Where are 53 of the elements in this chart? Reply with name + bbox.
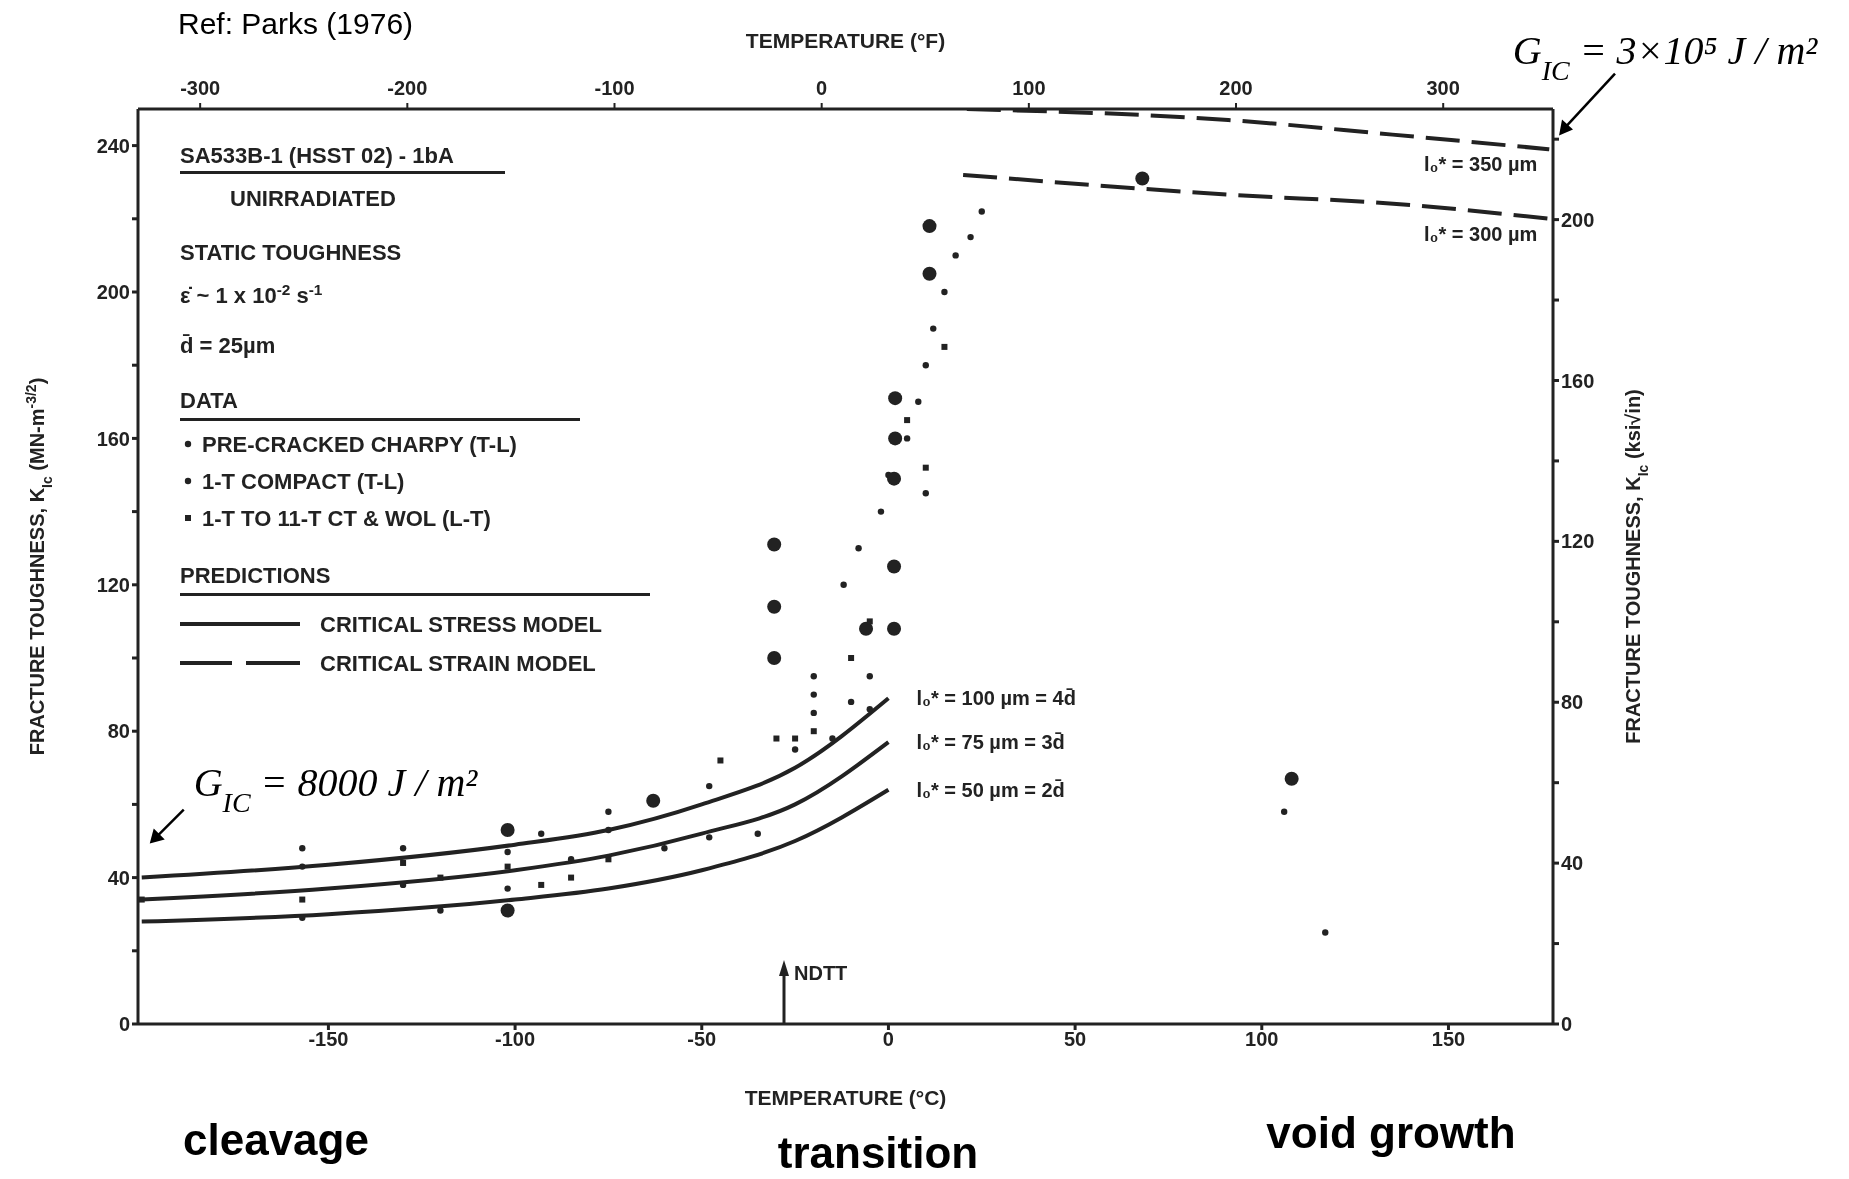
x-tick-label: -50 (687, 1028, 717, 1051)
legend-label: 1-T COMPACT (T-L) (202, 469, 405, 494)
y2-tick-label: 200 (1561, 208, 1595, 231)
x2-tick-label: 100 (1012, 77, 1046, 99)
x2-tick-label: -200 (387, 77, 428, 99)
x-axis-title: TEMPERATURE (°C) (744, 1086, 947, 1109)
series-label: l₀* = 75 µm = 3d̄ (916, 731, 1065, 754)
x2-tick-label: 0 (816, 77, 828, 99)
text: Ref: Parks (1976) (178, 7, 414, 40)
text: transition (777, 1128, 979, 1177)
y-tick-label: 40 (107, 866, 130, 889)
annotation: G$_{IC}$ = 3×10⁵ J / m² (1512, 27, 1819, 86)
x-tick-label: 0 (882, 1028, 894, 1051)
x2-tick-label: 200 (1219, 77, 1253, 99)
x-tick-label: -100 (495, 1028, 536, 1051)
series-label: l₀* = 100 µm = 4d̄ (916, 687, 1076, 710)
text: SA533B-1 (HSST 02) - 1bA (180, 143, 454, 168)
legend-label: 1-T TO 11-T CT & WOL (L-T) (202, 506, 491, 531)
y2-tick-label: 80 (1561, 691, 1584, 714)
legend-label: PRE-CRACKED CHARPY (T-L) (202, 432, 517, 457)
annotation: PREDICTIONS (180, 563, 331, 588)
y-tick-label: 0 (118, 1013, 130, 1036)
annotation: CRITICAL STRESS MODEL (320, 612, 602, 637)
x-tick-label: 50 (1063, 1028, 1087, 1051)
text: cleavage (183, 1115, 369, 1164)
legend-title: DATA (180, 388, 238, 413)
y2-tick-label: 0 (1561, 1013, 1573, 1036)
series-label: l₀* = 300 µm (1423, 222, 1538, 245)
x2-tick-label: -100 (594, 77, 635, 99)
text: void growth (1266, 1108, 1516, 1157)
x-tick-label: -150 (308, 1028, 349, 1051)
annotation: ε̇ ~ 1 x 10$^{-2}$ s$^{-1}$ (180, 280, 323, 308)
series-label: l₀* = 50 µm = 2d̄ (916, 778, 1065, 801)
annotation: NDTT (794, 962, 848, 984)
y-tick-label: 80 (107, 720, 130, 743)
series-label: l₀* = 350 µm (1423, 153, 1538, 176)
y2-tick-label: 120 (1561, 530, 1595, 553)
y-tick-label: 200 (96, 281, 130, 304)
y-tick-label: 120 (96, 573, 130, 596)
x2-axis-title: TEMPERATURE (°F) (745, 29, 946, 52)
annotation: G$_{IC}$ = 8000 J / m² (193, 759, 479, 818)
text: UNIRRADIATED (230, 186, 396, 211)
y-tick-label: 160 (96, 427, 130, 450)
y-tick-label: 240 (96, 134, 130, 157)
x2-tick-label: -300 (180, 77, 221, 99)
y2-tick-label: 160 (1561, 369, 1595, 392)
annotation: d̄ = 25µm (180, 333, 276, 358)
x-tick-label: 150 (1431, 1028, 1466, 1051)
x-tick-label: 100 (1245, 1028, 1279, 1051)
y2-tick-label: 40 (1561, 852, 1584, 875)
annotation: CRITICAL STRAIN MODEL (320, 651, 596, 676)
x2-tick-label: 300 (1426, 77, 1460, 99)
annotation: STATIC TOUGHNESS (180, 240, 402, 265)
